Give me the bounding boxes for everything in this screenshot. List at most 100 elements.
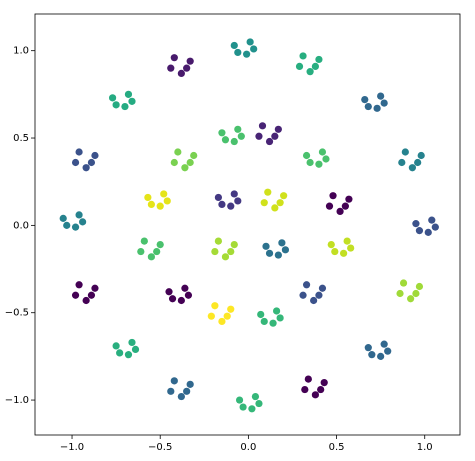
x-tick-label: 0.5: [329, 442, 345, 453]
point: [211, 247, 219, 256]
point: [340, 249, 348, 257]
point: [401, 148, 409, 156]
point: [278, 239, 286, 247]
point: [364, 344, 372, 352]
point: [311, 391, 319, 399]
point: [345, 195, 353, 203]
point: [412, 289, 420, 298]
point: [221, 253, 230, 261]
point: [299, 291, 307, 299]
point: [274, 125, 282, 133]
point: [82, 296, 90, 305]
point: [218, 317, 226, 326]
point: [128, 338, 136, 347]
point: [75, 211, 83, 219]
point: [276, 314, 284, 322]
point: [181, 284, 189, 292]
point: [140, 237, 148, 245]
point: [186, 57, 194, 65]
point: [163, 197, 171, 205]
point: [234, 197, 242, 205]
point: [79, 218, 87, 226]
point: [116, 349, 124, 357]
point: [271, 132, 279, 140]
point: [299, 52, 307, 60]
point: [327, 240, 335, 249]
point: [347, 244, 355, 252]
point: [63, 221, 71, 229]
point: [230, 240, 238, 249]
point: [227, 305, 235, 313]
point: [75, 148, 83, 156]
point: [368, 351, 376, 359]
point: [153, 247, 161, 256]
point: [431, 223, 439, 231]
point: [428, 216, 436, 224]
point: [343, 237, 351, 245]
point: [306, 158, 314, 167]
point: [341, 202, 349, 210]
point: [167, 64, 175, 72]
point: [227, 247, 235, 256]
point: [190, 151, 198, 160]
point: [276, 199, 284, 207]
point: [237, 132, 245, 140]
y-tick-label: 0.0: [13, 220, 29, 231]
point: [336, 207, 344, 215]
point: [260, 317, 268, 326]
point: [234, 125, 242, 133]
x-tick-label: −1.0: [60, 442, 84, 453]
point: [380, 99, 388, 107]
point: [384, 347, 392, 355]
point: [181, 164, 189, 172]
point: [272, 307, 281, 315]
point: [311, 62, 319, 71]
point: [302, 151, 311, 160]
point: [361, 95, 369, 104]
point: [207, 312, 215, 320]
point: [177, 392, 185, 401]
point: [170, 158, 178, 167]
point: [408, 164, 416, 172]
point: [258, 122, 267, 130]
point: [265, 137, 274, 146]
point: [112, 101, 120, 109]
point: [271, 204, 279, 212]
point: [124, 90, 133, 98]
point: [183, 64, 191, 72]
point: [160, 190, 168, 198]
point: [156, 202, 164, 210]
point: [315, 55, 323, 64]
point: [170, 54, 178, 62]
y-tick-label: −1.0: [5, 395, 29, 406]
point: [167, 387, 175, 395]
point: [302, 281, 311, 289]
point: [248, 405, 256, 413]
point: [211, 302, 219, 310]
point: [124, 351, 133, 359]
point: [306, 68, 314, 76]
point: [412, 220, 420, 228]
point: [399, 279, 408, 287]
point: [227, 202, 235, 210]
x-tick-label: 1.0: [417, 442, 433, 453]
point: [255, 399, 263, 408]
point: [91, 284, 99, 292]
point: [186, 158, 194, 167]
point: [417, 151, 425, 160]
point: [415, 282, 424, 291]
point: [424, 228, 432, 236]
point: [414, 158, 422, 167]
point: [214, 237, 223, 245]
point: [165, 288, 173, 296]
point: [156, 240, 164, 249]
y-tick-label: −0.5: [5, 308, 29, 319]
point: [235, 396, 244, 404]
point: [131, 345, 140, 354]
point: [243, 50, 251, 58]
point: [75, 281, 83, 289]
point: [407, 295, 415, 303]
point: [71, 223, 80, 231]
point: [112, 342, 120, 350]
